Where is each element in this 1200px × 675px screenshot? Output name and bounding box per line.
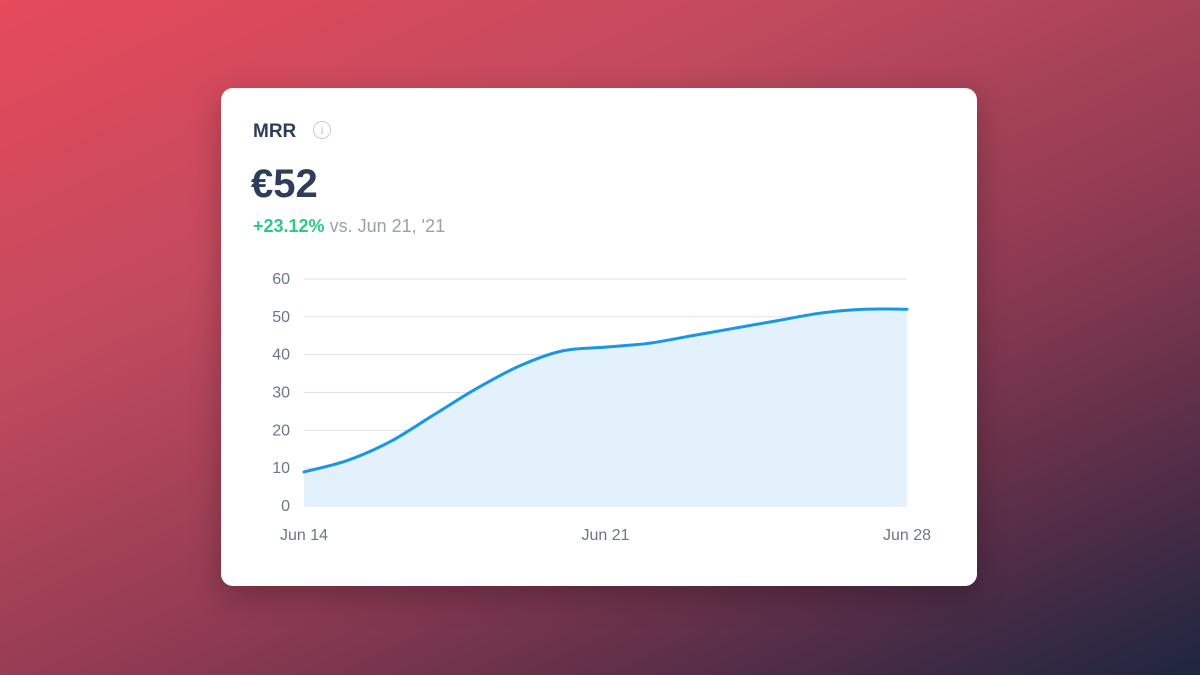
x-tick-label: Jun 14 [280,527,328,544]
x-tick-label: Jun 28 [883,527,931,544]
y-tick-label: 60 [272,271,290,288]
info-icon[interactable]: i [313,121,331,139]
y-tick-label: 10 [272,460,290,477]
mrr-card: MRR i €52 +23.12% vs. Jun 21, '21 0 10 20 3… [221,88,977,586]
change-summary: +23.12% vs. Jun 21, '21 [253,216,445,237]
y-tick-label: 30 [272,385,290,402]
change-compare: vs. Jun 21, '21 [329,216,446,236]
area-fill [304,308,907,506]
card-title: MRR [253,121,297,142]
y-tick-label: 40 [272,347,290,364]
mrr-value: €52 [251,162,318,206]
y-tick-label: 20 [272,422,290,439]
y-tick-label: 0 [281,498,290,515]
y-tick-label: 50 [272,309,290,326]
series-line [302,307,909,474]
x-tick-label: Jun 21 [581,527,629,544]
change-percent: +23.12% [253,216,325,236]
mrr-chart: 0 10 20 30 40 50 60 Jun 14 Jun 21 Jun 28 [272,271,931,544]
